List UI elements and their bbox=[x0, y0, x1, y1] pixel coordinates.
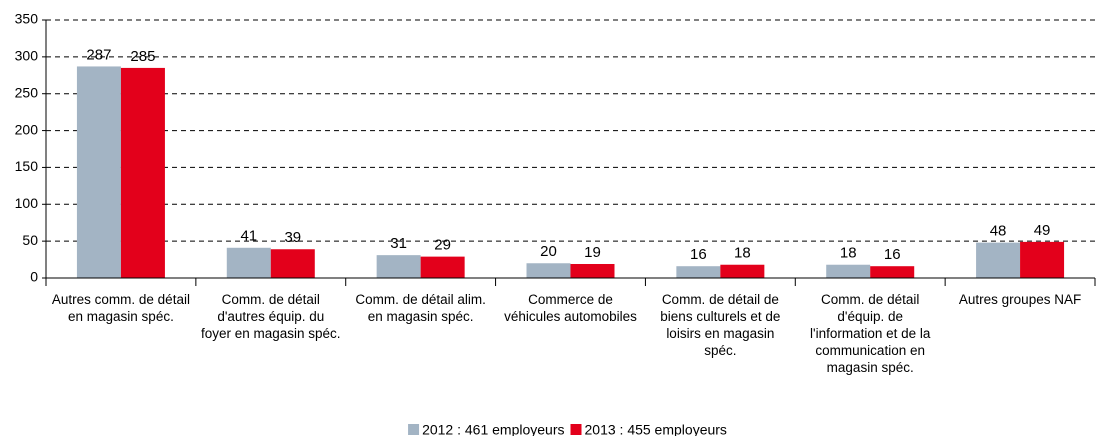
data-label: 18 bbox=[840, 245, 857, 262]
x-tick-label: Comm. de détail de biens culturels et de… bbox=[660, 292, 781, 358]
data-label: 16 bbox=[884, 246, 901, 263]
y-tick-label: 100 bbox=[15, 195, 39, 211]
data-label: 41 bbox=[240, 228, 257, 245]
data-label: 49 bbox=[1034, 222, 1051, 239]
legend-swatch bbox=[570, 424, 582, 435]
y-tick-label: 200 bbox=[15, 121, 39, 137]
bar bbox=[376, 255, 421, 278]
y-tick-label: 250 bbox=[15, 84, 39, 100]
legend-label: 2013 : 455 employeurs bbox=[585, 422, 727, 436]
legend-swatch bbox=[408, 424, 420, 435]
bar bbox=[270, 249, 315, 278]
bar bbox=[526, 263, 571, 278]
data-label: 18 bbox=[734, 245, 751, 262]
data-label: 39 bbox=[284, 229, 301, 246]
y-tick-label: 350 bbox=[15, 11, 39, 27]
bar bbox=[76, 66, 121, 278]
bar bbox=[1020, 241, 1065, 278]
data-label: 48 bbox=[990, 223, 1007, 240]
y-tick-label: 0 bbox=[30, 269, 38, 285]
data-label: 20 bbox=[540, 243, 557, 260]
bar bbox=[826, 264, 871, 278]
data-label: 19 bbox=[584, 244, 601, 261]
bar bbox=[120, 67, 165, 279]
x-tick-label: Comm. de détail alim. en magasin spéc. bbox=[355, 292, 486, 324]
x-tick-label: Autres comm. de détail en magasin spéc. bbox=[51, 292, 190, 324]
data-label: 16 bbox=[690, 246, 707, 263]
bar bbox=[976, 242, 1021, 278]
data-label: 31 bbox=[390, 235, 407, 252]
y-tick-label: 50 bbox=[22, 232, 38, 248]
bar bbox=[570, 263, 615, 278]
bar bbox=[720, 264, 765, 278]
data-label: 285 bbox=[130, 48, 155, 65]
bar bbox=[676, 266, 721, 278]
data-label: 287 bbox=[86, 46, 111, 63]
x-tick-label: Comm. de détail d'équip. de l'informatio… bbox=[810, 292, 931, 375]
data-label: 29 bbox=[434, 237, 451, 254]
bar bbox=[870, 266, 915, 278]
x-tick-label: Autres groupes NAF bbox=[958, 292, 1082, 307]
y-tick-label: 300 bbox=[15, 48, 39, 64]
x-tick-label: Commerce de véhicules automobiles bbox=[504, 292, 637, 324]
legend-label: 2012 : 461 employeurs bbox=[422, 422, 564, 436]
x-tick-label: Comm. de détail d'autres équip. du foyer… bbox=[200, 292, 341, 341]
y-tick-label: 150 bbox=[15, 158, 39, 174]
bar bbox=[226, 247, 271, 278]
bar bbox=[420, 256, 465, 278]
